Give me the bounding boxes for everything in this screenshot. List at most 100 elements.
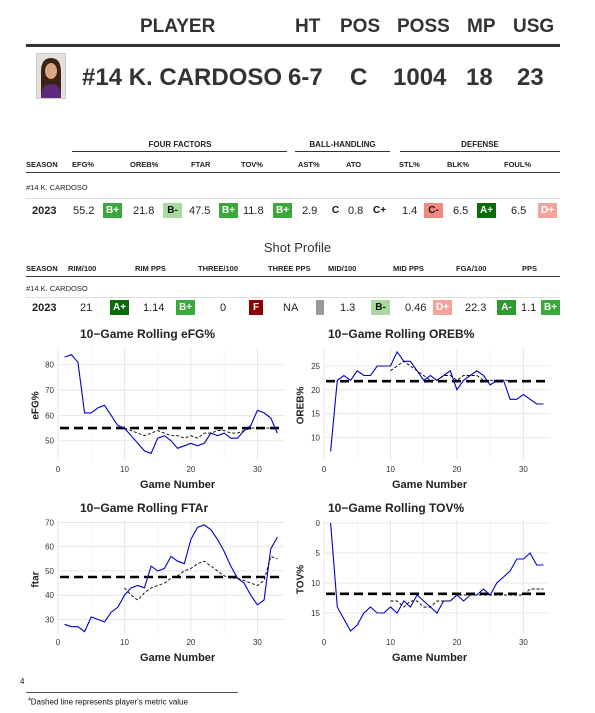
series-line <box>64 524 278 633</box>
footnote-rule <box>26 692 238 693</box>
player-pos: C <box>350 64 368 91</box>
sp-header-rule <box>26 276 560 277</box>
chart4-xlabel: Game Number <box>392 652 468 664</box>
series-line <box>330 522 544 632</box>
y-tick-label: 60 <box>45 543 54 552</box>
sp-col-pps: PPS <box>522 264 538 273</box>
ff-ast: 2.9 <box>302 205 318 217</box>
y-tick-label: 60 <box>45 411 54 420</box>
sp-midpps: 0.46 <box>405 302 427 314</box>
sp-col-three100: THREE/100 <box>198 264 239 273</box>
y-tick-label: 50 <box>45 567 54 576</box>
ff-oreb-grade: B- <box>163 203 182 218</box>
player-usg: 23 <box>517 64 544 91</box>
ff-foul-grade: D+ <box>538 203 557 218</box>
x-tick-label: 30 <box>519 638 528 647</box>
chart-ftar: 0 10 20 30 30 40 50 60 70 <box>45 518 284 647</box>
chart1-title: 10−Game Rolling eFG% <box>80 327 216 341</box>
group-four-factors-line <box>72 151 287 152</box>
ff-efg: 55.2 <box>73 205 95 217</box>
ff-ato: 0.8 <box>348 205 364 217</box>
sp-mid100-grade: B- <box>371 300 390 315</box>
header-label-pos: POS <box>340 16 381 37</box>
ff-row-rule <box>26 198 560 199</box>
ff-header-rule <box>26 172 560 173</box>
col-stl: STL% <box>399 160 420 169</box>
y-tick-label: 25 <box>311 362 320 371</box>
x-tick-label: 30 <box>519 465 528 474</box>
group-defense: DEFENSE <box>461 140 499 149</box>
col-ato: ATO <box>346 160 362 169</box>
sp-col-midpps: MID PPS <box>393 264 424 273</box>
y-tick-label: 30 <box>45 615 54 624</box>
sp-rimpps-grade: B+ <box>176 300 195 315</box>
series-line <box>64 353 278 455</box>
ff-efg-grade: B+ <box>103 203 122 218</box>
sp-three100-grade: F <box>249 300 263 315</box>
chart-oreb: 0 10 20 30 10 15 20 25 <box>311 347 550 474</box>
sp-rim100-grade: A+ <box>110 300 129 315</box>
y-tick-label: 80 <box>45 361 54 370</box>
player-ht: 6-7 <box>288 64 323 91</box>
sp-rimpps: 1.14 <box>143 302 165 314</box>
series-line-dashed <box>124 427 278 439</box>
y-tick-label: 50 <box>45 437 54 446</box>
ff-season: 2023 <box>32 205 57 217</box>
sp-col-fga100: FGA/100 <box>456 264 487 273</box>
col-blk: BLK% <box>447 160 470 169</box>
ff-stl: 1.4 <box>402 205 418 217</box>
group-four-factors: FOUR FACTORS <box>148 140 212 149</box>
group-defense-line <box>400 151 560 152</box>
x-tick-label: 20 <box>186 465 195 474</box>
sp-threepps-grade-na <box>316 300 324 315</box>
x-tick-label: 30 <box>253 465 262 474</box>
player-mp: 18 <box>466 64 493 91</box>
chart3-xlabel: Game Number <box>140 652 216 664</box>
chart3-title: 10−Game Rolling FTAr <box>80 501 209 515</box>
x-tick-label: 30 <box>253 638 262 647</box>
player-name: #14 K. CARDOSO <box>82 64 283 91</box>
ff-foul: 6.5 <box>511 205 527 217</box>
sp-pps: 1.1 <box>521 302 537 314</box>
x-tick-label: 10 <box>120 465 129 474</box>
sp-player-label: #14 K. CARDOSO <box>26 284 88 293</box>
y-tick-label: 15 <box>311 609 320 618</box>
sp-rim100: 21 <box>80 302 93 314</box>
group-ball-handling-line <box>295 151 390 152</box>
col-tov: TOV% <box>241 160 263 169</box>
player-poss: 1004 <box>393 64 447 91</box>
chart2-xlabel: Game Number <box>392 479 468 491</box>
y-tick-label: 40 <box>45 591 54 600</box>
chart4-title: 10−Game Rolling TOV% <box>328 501 465 515</box>
chart4-ylabel: TOV% <box>295 564 307 595</box>
x-tick-label: 10 <box>386 465 395 474</box>
sp-col-mid100: MID/100 <box>328 264 357 273</box>
chart3-ylabel: ftar <box>30 571 42 588</box>
header-label-poss: POSS <box>397 16 450 37</box>
footnote-sup: 4 <box>28 697 31 703</box>
ff-ast-grade: C <box>326 203 345 218</box>
series-line-dashed <box>124 555 278 601</box>
sp-fga100: 22.3 <box>465 302 487 314</box>
header-divider <box>26 44 560 47</box>
series-line-dashed <box>390 360 511 381</box>
ff-player-label: #14 K. CARDOSO <box>26 183 88 192</box>
col-season: SEASON <box>26 160 58 169</box>
chart1-ylabel: eFG% <box>30 391 42 420</box>
ff-ato-grade: C+ <box>370 203 389 218</box>
shot-profile-title: Shot Profile <box>263 240 332 255</box>
y-tick-label: 15 <box>311 410 320 419</box>
header-label-ht: HT <box>295 16 321 37</box>
ff-oreb: 21.8 <box>133 205 155 217</box>
sp-row-rule <box>26 297 560 298</box>
chart-efg: 0 10 20 30 50 60 70 80 <box>45 347 284 474</box>
col-ftar: FTAR <box>191 160 211 169</box>
y-tick-label: 10 <box>311 433 320 442</box>
plot-area <box>58 347 284 461</box>
ff-ftar-grade: B+ <box>219 203 238 218</box>
avatar <box>36 53 66 99</box>
ff-stl-grade: C- <box>424 203 443 218</box>
col-efg: EFG% <box>72 160 95 169</box>
sp-midpps-grade: D+ <box>433 300 452 315</box>
plot-area <box>324 347 550 461</box>
